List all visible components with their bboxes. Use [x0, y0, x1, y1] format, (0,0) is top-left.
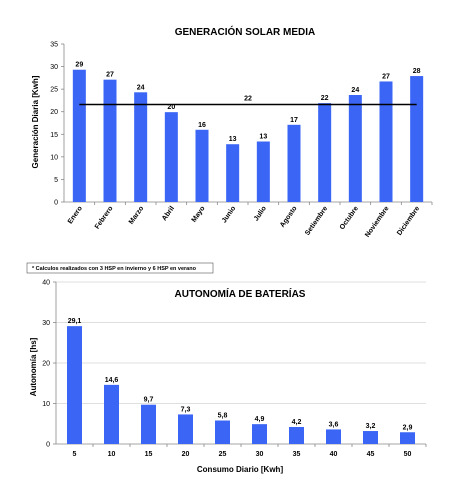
- chart1-y-tick-label: 10: [50, 154, 58, 161]
- chart2-title: AUTONOMÍA DE BATERÍAS: [175, 287, 306, 300]
- chart1-x-tick-label: Febrero: [94, 205, 115, 230]
- chart1-x-tick-label: Julio: [253, 205, 268, 222]
- chart1-data-label: 16: [198, 122, 206, 129]
- chart2-x-tick-label: 30: [256, 451, 264, 458]
- chart2-bar: [141, 404, 156, 444]
- chart1-data-label: 27: [106, 72, 114, 79]
- chart2-y-axis-label: Autonomía [hs]: [29, 337, 38, 396]
- chart1-x-tick-label: Abril: [161, 205, 176, 222]
- chart2-data-label: 29,1: [68, 318, 82, 325]
- chart2-data-label: 4,9: [255, 416, 265, 423]
- chart2-bar: [363, 431, 378, 444]
- chart1-y-axis-label: Generación Diaria [Kwh]: [31, 75, 40, 168]
- chart2-bar: [178, 414, 193, 444]
- chart1-data-label: 22: [321, 95, 329, 102]
- chart1-data-label: 13: [229, 136, 237, 143]
- chart1-data-label: 20: [167, 104, 175, 111]
- chart1-y-tick-label: 0: [54, 200, 58, 207]
- chart1-bar: [195, 129, 209, 202]
- chart2-data-label: 3,2: [366, 423, 376, 430]
- chart2-bar: [289, 426, 304, 444]
- chart2-y-tick-label: 40: [42, 280, 50, 287]
- chart1-y-tick-label: 35: [50, 42, 58, 49]
- chart1-x-tick-label: Noviembre: [364, 205, 391, 239]
- chart1-bar: [134, 92, 148, 202]
- chart1-title: GENERACIÓN SOLAR MEDIA: [175, 25, 316, 38]
- chart1-bar: [256, 141, 270, 202]
- chart2-y-tick-label: 20: [42, 361, 50, 368]
- chart1-x-tick-label: Agosto: [279, 205, 299, 229]
- chart1-data-label: 24: [351, 87, 359, 94]
- chart1-data-label: 13: [259, 134, 267, 141]
- chart2-bar: [67, 326, 82, 444]
- chart1-note: * Calculos realizados con 3 HSP en invie…: [32, 266, 197, 272]
- chart1-x-tick-label: Mayo: [191, 205, 207, 224]
- chart1-x-tick-label: Octubre: [339, 205, 360, 231]
- chart2-x-tick-label: 10: [108, 451, 116, 458]
- chart2-data-label: 4,2: [292, 419, 302, 426]
- chart2-data-label: 5,8: [218, 413, 228, 420]
- chart1-y-tick-label: 5: [54, 177, 58, 184]
- chart2-bar: [400, 432, 415, 444]
- chart2-y-tick-label: 10: [42, 401, 50, 408]
- chart2-x-tick-label: 15: [145, 451, 153, 458]
- chart1-bar: [164, 112, 178, 202]
- chart1-x-tick-label: Setiembre: [304, 205, 329, 237]
- chart1-bar: [72, 69, 86, 202]
- chart2-data-label: 9,7: [144, 397, 154, 404]
- chart2-x-axis-label: Consumo Diario [Kwh]: [197, 465, 284, 474]
- chart2-bar: [104, 384, 119, 444]
- chart1-bar: [318, 103, 332, 202]
- chart1-bar: [287, 124, 301, 202]
- chart1-y-tick-label: 20: [50, 109, 58, 116]
- chart1-x-tick-label: Diciembre: [396, 205, 421, 237]
- chart1-y-tick-label: 15: [50, 132, 58, 139]
- chart2-data-label: 3,6: [329, 421, 339, 428]
- chart2-x-tick-label: 50: [404, 451, 412, 458]
- chart2-bar: [252, 424, 267, 444]
- chart2-data-label: 7,3: [181, 406, 191, 413]
- chart1-average-label: 22: [244, 95, 252, 102]
- chart2-y-tick-label: 0: [46, 442, 50, 449]
- chart1-bar: [379, 81, 393, 202]
- chart1-data-label: 28: [413, 68, 421, 75]
- chart1-x-tick-label: Enero: [67, 205, 84, 225]
- chart2-x-tick-label: 40: [330, 451, 338, 458]
- chart2-data-label: 2,9: [403, 424, 413, 431]
- chart1-bar: [348, 95, 362, 202]
- chart2-bar: [215, 420, 230, 444]
- chart2-x-tick-label: 45: [367, 451, 375, 458]
- chart1-y-tick-label: 30: [50, 64, 58, 71]
- chart1-bar: [103, 79, 117, 202]
- chart1-data-label: 24: [137, 84, 145, 91]
- chart1-y-tick-label: 25: [50, 87, 58, 94]
- chart2-x-tick-label: 20: [182, 451, 190, 458]
- chart1-bar: [226, 144, 240, 202]
- chart1-data-label: 27: [382, 73, 390, 80]
- chart2-x-tick-label: 5: [73, 451, 77, 458]
- chart1-data-label: 17: [290, 117, 298, 124]
- chart2-x-tick-label: 25: [219, 451, 227, 458]
- chart1-x-tick-label: Junio: [221, 205, 237, 224]
- chart2-y-tick-label: 30: [42, 320, 50, 327]
- chart1-x-tick-label: Marzo: [128, 205, 145, 226]
- chart2-data-label: 14,6: [105, 377, 119, 384]
- chart1-data-label: 29: [75, 62, 83, 69]
- chart1-note-box: [26, 262, 214, 274]
- chart1-bar: [410, 76, 424, 202]
- chart2-x-tick-label: 35: [293, 451, 301, 458]
- chart2-bar: [326, 429, 341, 444]
